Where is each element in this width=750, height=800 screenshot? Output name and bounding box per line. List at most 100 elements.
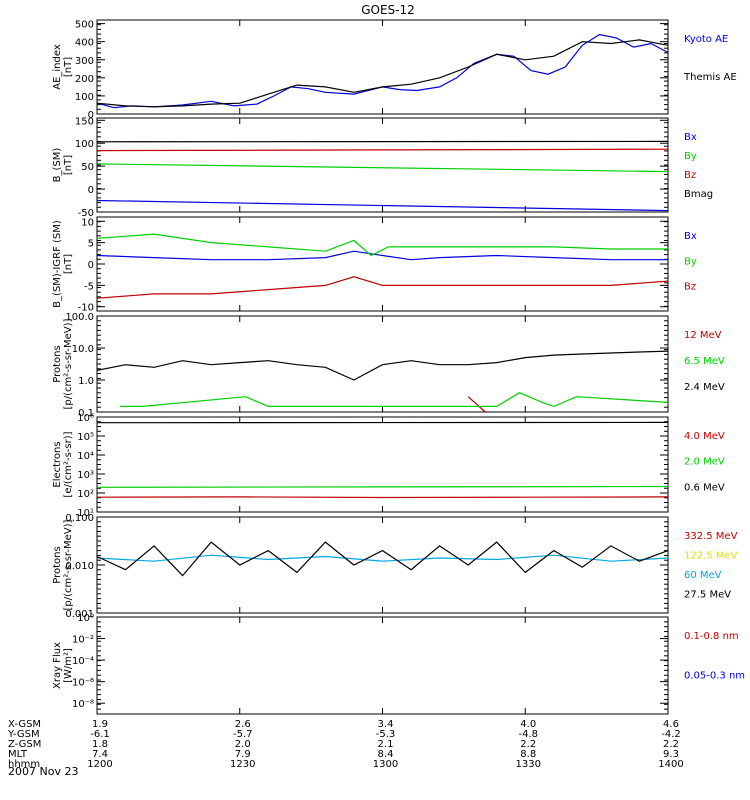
series-line bbox=[96, 163, 669, 173]
x-row-label: Y-GSM bbox=[7, 729, 40, 740]
x-column-value: 1200 bbox=[87, 759, 112, 770]
x-row-label: X-GSM bbox=[8, 719, 41, 730]
y-axis-label: [e/(cm²-s-sr)] bbox=[63, 431, 74, 497]
legend-entry: Bx bbox=[684, 231, 697, 242]
date-label: 2007 Nov 23 bbox=[8, 765, 78, 778]
series-line bbox=[96, 485, 669, 488]
legend-entry: Themis AE bbox=[683, 72, 737, 83]
y-tick-label: 10⁻⁶ bbox=[72, 678, 94, 689]
y-tick-label: 0 bbox=[88, 110, 94, 121]
series-line bbox=[96, 541, 669, 577]
legend-entry: Bx bbox=[684, 132, 697, 143]
y-tick-label: 10⁻⁸ bbox=[72, 699, 94, 710]
y-tick-label: 0.001 bbox=[65, 609, 94, 620]
legend-entry: 0.05-0.3 nm bbox=[684, 671, 745, 682]
y-tick-label: 10⁰ bbox=[77, 613, 94, 624]
y-tick-label: 500 bbox=[75, 20, 94, 31]
y-axis-label: B_(SM) bbox=[52, 148, 63, 183]
y-axis-label: Electrons bbox=[52, 441, 63, 487]
legend-entry: Bz bbox=[684, 282, 696, 293]
series-line bbox=[96, 39, 669, 108]
x-row-label: MLT bbox=[8, 749, 28, 760]
y-tick-label: 0.1 bbox=[78, 408, 94, 419]
y-tick-label: 10¹ bbox=[77, 508, 94, 519]
x-column-value: 7.9 bbox=[235, 749, 251, 760]
x-column-value: 8.4 bbox=[378, 749, 394, 760]
legend-entry: Bmag bbox=[684, 189, 713, 200]
x-column-value: 1230 bbox=[230, 759, 255, 770]
legend-entry: 0.6 MeV bbox=[684, 482, 725, 493]
series-line bbox=[96, 33, 669, 109]
series-line bbox=[119, 392, 669, 408]
legend-entry: Bz bbox=[684, 170, 696, 181]
y-tick-label: 0 bbox=[88, 185, 94, 196]
series-line bbox=[96, 199, 669, 212]
y-axis-label: [nT] bbox=[63, 57, 74, 77]
legend-entry: 4.0 MeV bbox=[684, 431, 725, 442]
x-column-value: 2.6 bbox=[235, 719, 251, 730]
y-tick-label: -5 bbox=[84, 281, 94, 292]
legend-entry: 6.5 MeV bbox=[684, 356, 725, 367]
legend-entry: 60 MeV bbox=[684, 570, 722, 581]
y-tick-label: 150 bbox=[75, 116, 94, 127]
series-line bbox=[96, 554, 669, 562]
panel-3: 0.1 1.0 10.0 100.0 Protons [p/(cm²-s-sr-MeV)]… bbox=[52, 312, 725, 419]
y-tick-label: -50 bbox=[78, 208, 94, 219]
y-axis-label: [W/m²] bbox=[63, 648, 74, 683]
panel-2: -10 -5 0 5 10 B_(SM)-IGRF (SM) [nT] Bx By Bz bbox=[52, 216, 697, 314]
x-column-value: -6.1 bbox=[90, 729, 110, 740]
y-tick-label: 400 bbox=[75, 38, 94, 49]
y-tick-label: 100 bbox=[75, 92, 94, 103]
y-axis-label: B_(SM)-IGRF (SM) bbox=[52, 220, 63, 308]
figure-title: GOES-12 bbox=[361, 3, 415, 17]
y-tick-label: 10⁵ bbox=[77, 432, 94, 443]
legend-entry: By bbox=[684, 151, 697, 162]
legend-entry: 2.4 MeV bbox=[684, 382, 725, 393]
x-column-value: -5.7 bbox=[233, 729, 253, 740]
series-line bbox=[96, 148, 669, 152]
y-tick-label: 0.010 bbox=[65, 561, 94, 572]
panel-1: -50 0 50 100 150 B_(SM) [nT] Bx By Bz Bmag bbox=[52, 116, 713, 219]
x-column-value: 4.6 bbox=[663, 719, 679, 730]
x-column-value: 9.3 bbox=[663, 749, 679, 760]
x-column-value: 2.2 bbox=[520, 739, 536, 750]
y-tick-label: 0.100 bbox=[65, 513, 94, 524]
panel-frame bbox=[96, 19, 669, 115]
series-line bbox=[96, 496, 669, 499]
legend-entry: 2.0 MeV bbox=[684, 457, 725, 468]
x-column-value: -4.2 bbox=[661, 729, 681, 740]
legend-entry: 0.1-0.8 nm bbox=[684, 631, 739, 642]
y-tick-label: -10 bbox=[78, 303, 94, 314]
x-column-value: -5.3 bbox=[376, 729, 396, 740]
y-axis-label: Protons bbox=[52, 546, 63, 583]
series-line bbox=[96, 233, 668, 257]
y-axis-label: [nT] bbox=[63, 155, 74, 175]
x-column-value: 1.9 bbox=[92, 719, 108, 730]
series-line bbox=[467, 396, 486, 413]
x-column-value: 1300 bbox=[373, 759, 398, 770]
panel-0: 0 100 200 300 400 500 AE_index [nT] Kyoto AE Them… bbox=[52, 19, 737, 121]
legend-entry: 332.5 MeV bbox=[684, 531, 738, 542]
y-tick-label: 1.0 bbox=[78, 376, 94, 387]
panel-frame bbox=[96, 616, 669, 715]
legend-entry: Kyoto AE bbox=[684, 34, 728, 45]
panel-frame bbox=[96, 516, 669, 614]
x-column-value: 4.0 bbox=[520, 719, 536, 730]
y-tick-label: 10⁴ bbox=[77, 451, 94, 462]
x-row-label: Z-GSM bbox=[8, 739, 41, 750]
series-line bbox=[96, 250, 668, 261]
y-tick-label: 10³ bbox=[77, 470, 94, 481]
y-tick-label: 50 bbox=[81, 162, 94, 173]
x-column-value: 2.2 bbox=[663, 739, 679, 750]
x-column-value: 2.0 bbox=[235, 739, 251, 750]
panel-6: 10⁻⁸ 10⁻⁶ 10⁻⁴ 10⁻² 10⁰ Xray Flux [W/m²] 0.1-0.… bbox=[52, 613, 745, 715]
x-column-value: 8.8 bbox=[520, 749, 536, 760]
y-axis-label: [p/(cm²-s-sr-MeV)] bbox=[63, 318, 74, 409]
y-axis-label: [nT] bbox=[63, 254, 74, 274]
series-line bbox=[96, 350, 669, 381]
y-tick-label: 100.0 bbox=[65, 312, 94, 323]
panel-5: 0.001 0.010 0.100 Protons [p/(cm²-s-sr-MeV)]… bbox=[52, 513, 738, 620]
y-tick-label: 10⁶ bbox=[77, 413, 94, 424]
